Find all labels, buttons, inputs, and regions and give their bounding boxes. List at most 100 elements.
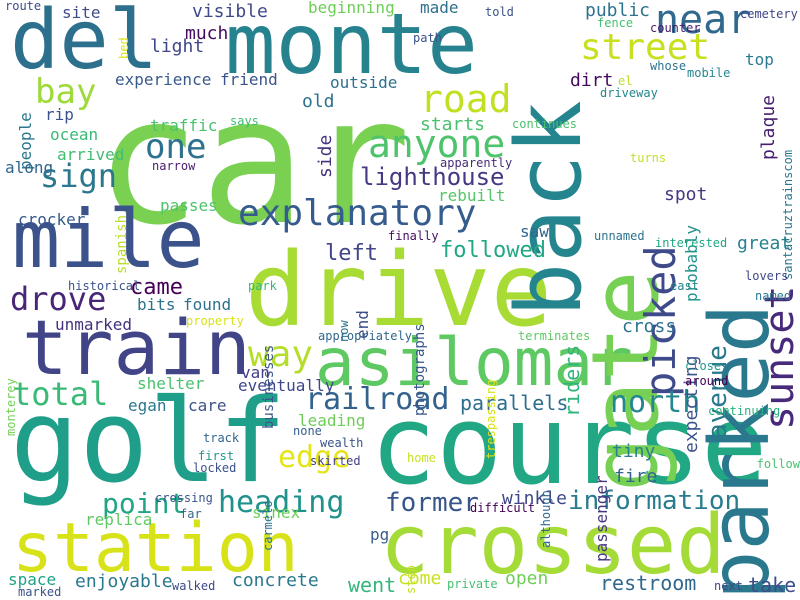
word-close: close	[685, 359, 722, 373]
word-leading: leading	[298, 411, 366, 430]
word-route: route	[5, 0, 42, 13]
word-van: van	[241, 363, 270, 382]
word-unmarked: unmarked	[55, 315, 133, 334]
word-park: park	[248, 279, 277, 293]
word-home: home	[407, 451, 436, 465]
word-mile: mile	[12, 193, 205, 286]
word-marked: marked	[18, 585, 62, 599]
word-shelter: shelter	[137, 374, 205, 393]
word-great: great	[737, 233, 792, 254]
word-bay: bay	[35, 72, 97, 112]
word-wealth: wealth	[320, 436, 364, 450]
word-come: come	[398, 568, 442, 589]
word-old: old	[302, 91, 335, 112]
word-sinex: sinex	[252, 503, 301, 522]
word-street: street	[580, 27, 711, 68]
word-mobile: mobile	[687, 66, 731, 80]
word-east: east	[670, 279, 699, 293]
word-railroad: railroad	[305, 382, 450, 417]
word-followed: followed	[440, 238, 546, 263]
word-heading: heading	[218, 485, 345, 520]
word-el: el	[618, 74, 633, 88]
word-parallels: parallels	[460, 391, 569, 415]
word-former: former	[385, 488, 479, 518]
word-plaque: plaque	[758, 94, 779, 160]
word-golf: golf	[10, 375, 287, 509]
word-made: made	[420, 0, 459, 17]
word-visible: visible	[192, 1, 268, 22]
word-replica: replica	[85, 510, 153, 529]
word-tiny: tiny	[612, 441, 656, 462]
word-explanatory: explanatory	[238, 193, 477, 234]
word-cross: cross	[622, 316, 677, 337]
word-egan: egan	[128, 396, 167, 415]
word-carmelo: carmelo	[261, 500, 275, 551]
word-lovers: lovers	[745, 269, 789, 283]
word-left: left	[325, 241, 378, 266]
word-drive: drive	[245, 231, 553, 350]
word-open: open	[505, 568, 549, 589]
word-turns: turns	[630, 151, 667, 165]
word-driveway: driveway	[600, 86, 658, 100]
word-crossing: crossing	[155, 491, 213, 505]
word-around: around	[685, 374, 729, 388]
word-whose: whose	[650, 59, 687, 73]
word-lighthouse: lighthouse	[360, 163, 505, 191]
word-course: course	[370, 381, 768, 509]
word-drove: drove	[10, 280, 107, 318]
word-north: north	[610, 385, 701, 420]
word-photographs: photographs	[412, 323, 428, 416]
word-fence: fence	[597, 16, 634, 30]
word-passenger: passenger	[592, 475, 611, 562]
word-friend: friend	[220, 70, 278, 89]
word-riders: riders	[560, 344, 584, 417]
word-finally: finally	[388, 229, 439, 243]
word-terminates: terminates	[518, 329, 591, 343]
word-trespassing: trespassing	[484, 379, 498, 459]
word-crossed: crossed	[380, 498, 726, 593]
word-interested: interested	[655, 236, 728, 250]
word-skirted: skirted	[310, 454, 361, 468]
word-named: named	[755, 289, 792, 303]
word-near: near	[655, 0, 752, 43]
word-follow: follow	[756, 457, 800, 471]
word-saw: saw	[520, 222, 549, 241]
word-care: care	[188, 396, 227, 415]
word-winkle: winkle	[502, 488, 568, 509]
word-take: take	[748, 573, 797, 597]
word-anyone: anyone	[368, 122, 506, 166]
word-outside: outside	[330, 73, 398, 92]
word-step: step	[404, 565, 418, 594]
word-track: track	[203, 431, 240, 445]
word-crocker: crocker	[18, 210, 86, 229]
word-private: private	[447, 577, 498, 591]
word-far: far	[180, 507, 202, 521]
word-next: next	[714, 579, 743, 593]
word-much: much	[185, 23, 229, 44]
word-narrow: narrow	[152, 159, 196, 173]
word-first: first	[198, 449, 235, 463]
word-edge: edge	[278, 440, 351, 475]
word-appropriately: appropriately	[318, 329, 412, 343]
word-difficult: difficult	[470, 501, 536, 515]
word-path: path	[413, 31, 442, 45]
word-train: train	[22, 303, 251, 392]
word-site: site	[62, 3, 101, 22]
word-found: found	[183, 295, 232, 314]
word-unnamed: unnamed	[594, 229, 645, 243]
word-locked: locked	[193, 461, 237, 475]
word-apparently: apparently	[440, 156, 513, 170]
word-traffic: traffic	[150, 116, 218, 135]
word-beginning: beginning	[308, 0, 395, 17]
word-ocean: ocean	[50, 125, 99, 144]
word-monte: monte	[225, 0, 478, 93]
word-eventually: eventually	[238, 376, 335, 395]
word-historical: historical	[68, 279, 141, 293]
word-although: although	[539, 490, 553, 548]
word-point: point	[102, 487, 187, 520]
word-enjoyable: enjoyable	[75, 571, 173, 592]
word-arrived: arrived	[57, 145, 125, 164]
word-restroom: restroom	[600, 571, 697, 595]
word-cemetery: cemetery	[740, 7, 798, 21]
